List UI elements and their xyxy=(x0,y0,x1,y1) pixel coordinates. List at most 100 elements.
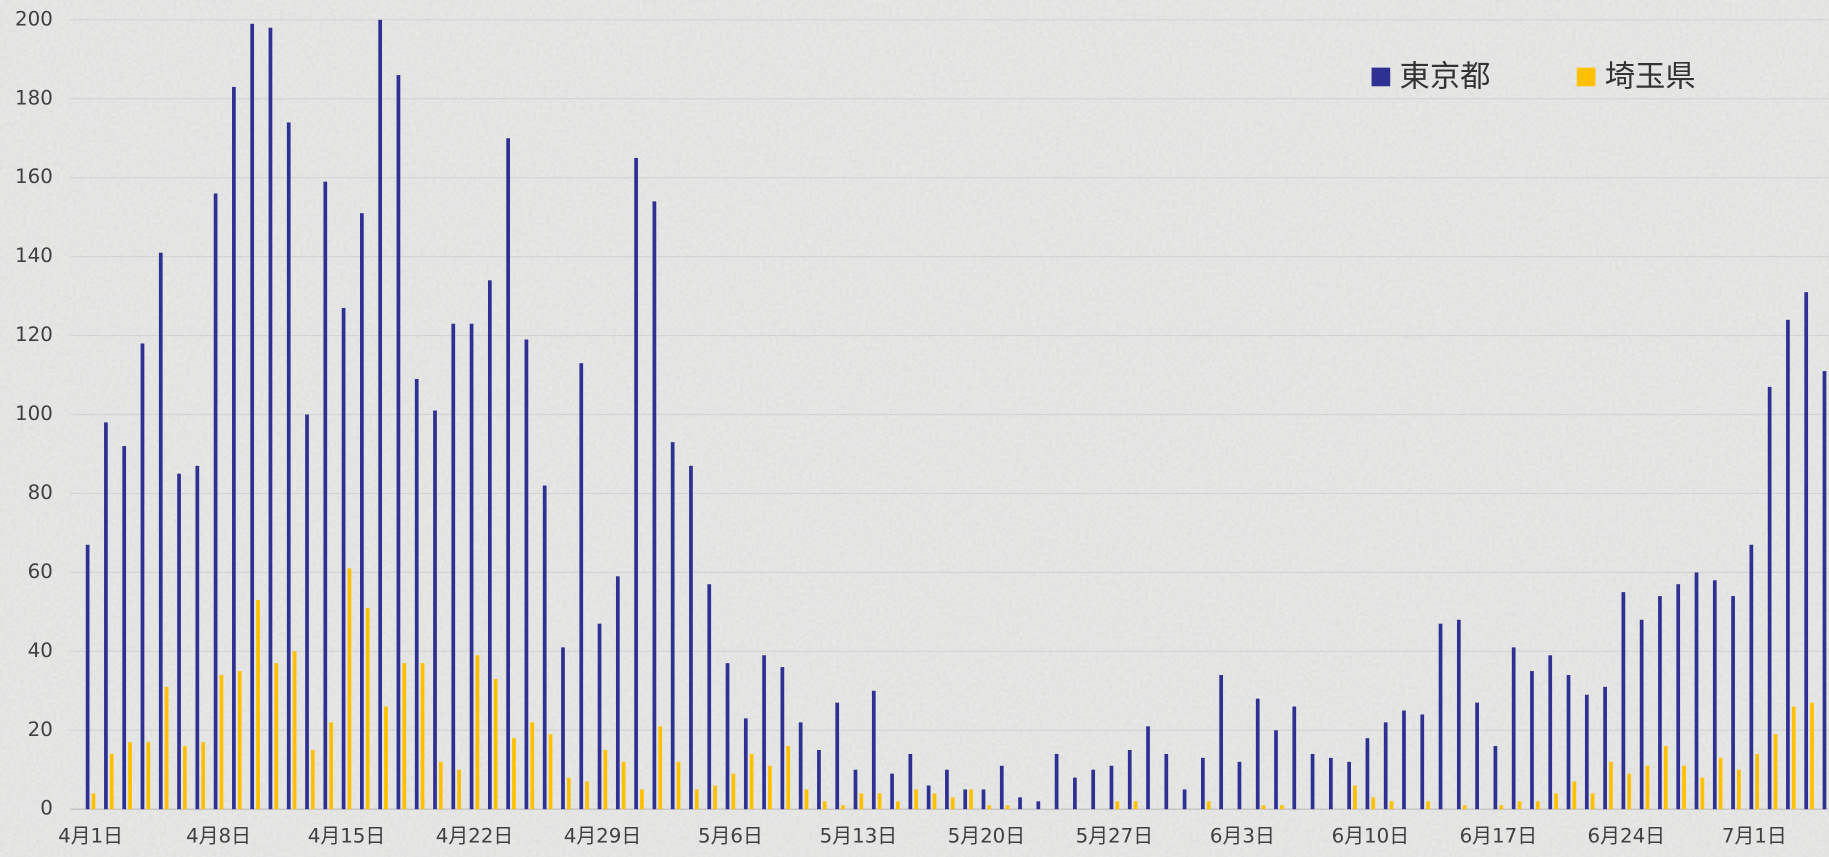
x-tick-label: 4月8日 xyxy=(186,825,251,848)
bar xyxy=(999,765,1004,810)
bar xyxy=(1347,761,1351,810)
bar xyxy=(177,473,181,810)
legend-label: 東京都 xyxy=(1400,60,1491,95)
y-tick-label: 200 xyxy=(15,7,53,30)
legend-swatch xyxy=(1576,67,1596,87)
bar xyxy=(1609,761,1613,810)
bar xyxy=(310,749,315,810)
bar xyxy=(1292,706,1297,810)
bar xyxy=(1767,386,1772,810)
bar xyxy=(1091,769,1096,810)
bar xyxy=(1621,592,1626,810)
bar xyxy=(1073,777,1077,810)
bar xyxy=(932,793,937,810)
bar xyxy=(762,655,766,810)
bar xyxy=(1274,730,1278,810)
bar xyxy=(1310,753,1315,810)
bar xyxy=(1511,647,1516,810)
bar xyxy=(969,789,973,810)
bar xyxy=(1682,765,1686,810)
y-tick-label: 160 xyxy=(15,165,53,188)
bar xyxy=(1438,623,1443,810)
bar xyxy=(122,446,127,810)
bar xyxy=(926,785,931,810)
x-tick-label: 5月6日 xyxy=(698,825,763,848)
bar xyxy=(305,414,309,810)
bar xyxy=(1700,777,1705,810)
bar xyxy=(506,138,510,810)
bar xyxy=(286,122,291,810)
bar xyxy=(1786,319,1790,810)
bar xyxy=(1493,746,1498,810)
bar xyxy=(1530,671,1534,810)
bar xyxy=(853,769,858,810)
bar xyxy=(1206,801,1211,810)
bar xyxy=(1115,801,1120,810)
bar xyxy=(1627,773,1632,810)
y-tick-label: 20 xyxy=(28,718,53,741)
y-tick-label: 120 xyxy=(15,323,53,346)
bar xyxy=(1804,292,1809,810)
bar xyxy=(1712,580,1717,810)
bar xyxy=(615,576,620,810)
bar xyxy=(1127,749,1132,810)
bar xyxy=(365,607,370,810)
legend-label: 埼玉県 xyxy=(1605,60,1696,95)
bar xyxy=(731,773,736,810)
bar xyxy=(561,647,565,810)
bar xyxy=(237,671,242,810)
bar xyxy=(542,485,547,810)
bar xyxy=(91,793,96,810)
bar xyxy=(987,805,992,810)
bar xyxy=(835,702,840,810)
bar xyxy=(871,690,876,810)
bar xyxy=(1590,793,1595,810)
bar xyxy=(670,442,675,810)
x-tick-label: 4月29日 xyxy=(564,825,641,848)
bar xyxy=(950,797,955,810)
bar xyxy=(384,706,388,810)
bar xyxy=(274,663,279,810)
bar xyxy=(1499,805,1504,810)
bar xyxy=(859,793,864,810)
y-tick-label: 60 xyxy=(28,560,53,583)
bar xyxy=(487,280,492,810)
bar xyxy=(158,252,163,810)
x-tick-label: 6月17日 xyxy=(1460,825,1537,848)
bar xyxy=(1663,746,1668,810)
bar xyxy=(1383,722,1388,810)
bar xyxy=(1146,726,1150,810)
bar xyxy=(1773,734,1778,810)
bar xyxy=(104,422,108,810)
bar xyxy=(530,722,535,810)
bar xyxy=(1054,753,1059,810)
bar xyxy=(183,746,187,810)
bar xyxy=(451,323,456,810)
y-tick-label: 40 xyxy=(28,639,53,662)
bar xyxy=(707,584,712,810)
bar xyxy=(786,746,791,810)
bar xyxy=(768,765,772,810)
bar xyxy=(1822,371,1827,810)
bar xyxy=(402,663,407,810)
bar xyxy=(493,678,498,810)
bar xyxy=(512,738,516,810)
bar xyxy=(1237,761,1242,810)
bar xyxy=(292,651,297,810)
bar xyxy=(457,769,461,810)
bar xyxy=(1517,801,1522,810)
bar xyxy=(268,27,273,810)
bar xyxy=(323,181,328,810)
bar xyxy=(1402,710,1406,810)
bar xyxy=(585,781,589,810)
bar xyxy=(1036,801,1041,810)
bar xyxy=(621,761,626,810)
bar xyxy=(652,201,657,810)
bar xyxy=(1201,757,1205,810)
x-tick-label: 7月1日 xyxy=(1722,825,1787,848)
y-tick-label: 180 xyxy=(15,86,53,109)
bar xyxy=(1791,706,1796,810)
bar xyxy=(1676,584,1681,810)
bar xyxy=(896,801,900,810)
